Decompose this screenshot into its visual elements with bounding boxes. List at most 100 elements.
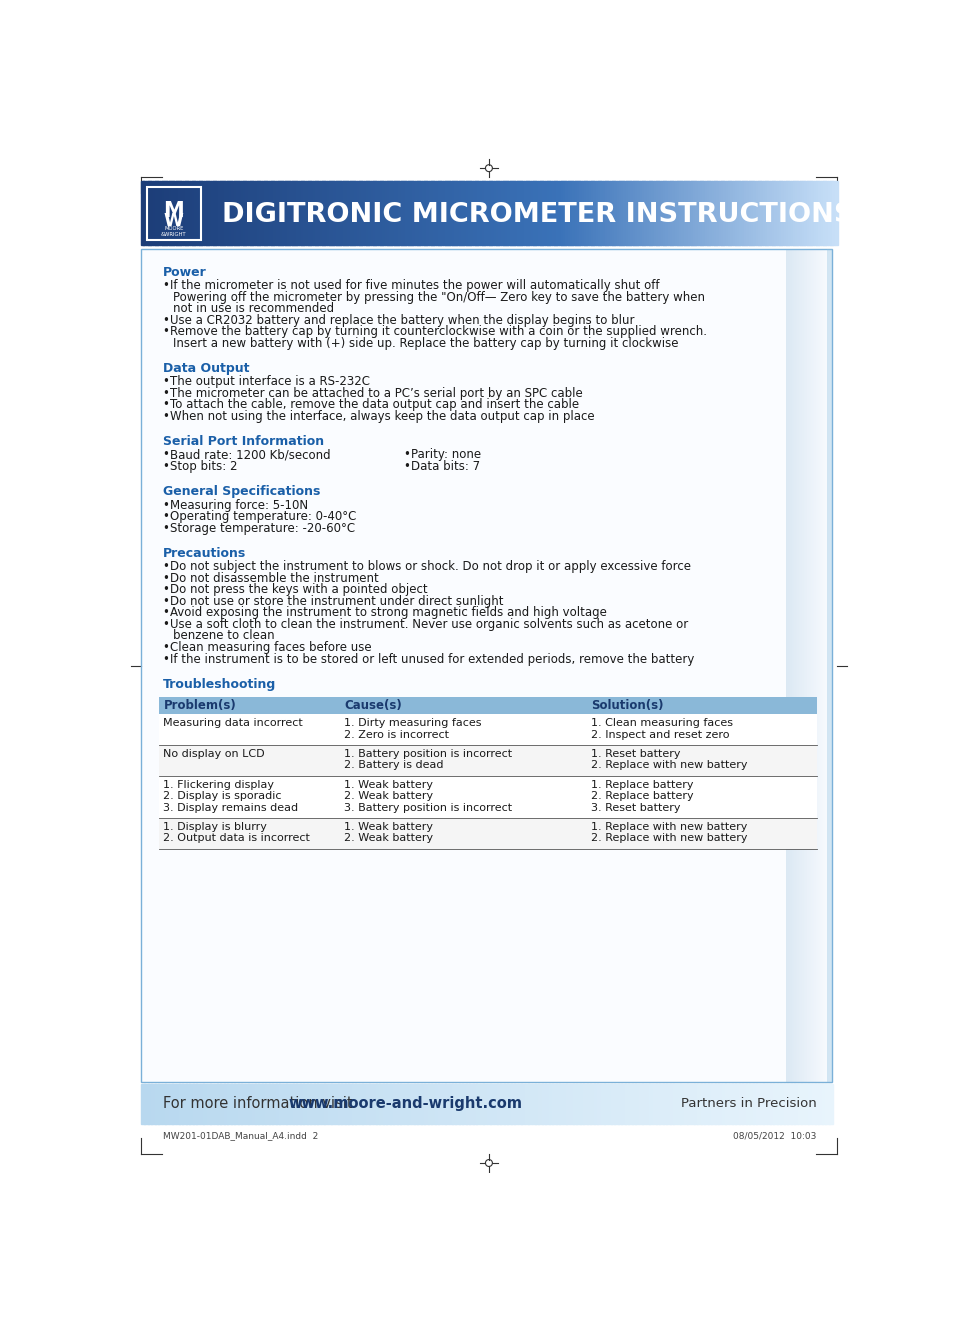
Bar bbox=[282, 1083, 287, 1124]
Bar bbox=[577, 182, 579, 245]
Bar bbox=[275, 182, 278, 245]
Text: Do not press the keys with a pointed object: Do not press the keys with a pointed obj… bbox=[171, 583, 428, 596]
Bar bbox=[339, 818, 586, 849]
Bar bbox=[358, 1083, 362, 1124]
Bar bbox=[530, 182, 534, 245]
Bar bbox=[743, 182, 746, 245]
Bar bbox=[447, 182, 450, 245]
Bar bbox=[599, 182, 602, 245]
Bar bbox=[216, 1083, 221, 1124]
Bar bbox=[541, 1083, 545, 1124]
Text: Measuring data incorrect: Measuring data incorrect bbox=[163, 718, 303, 728]
Bar bbox=[258, 1083, 262, 1124]
Bar bbox=[586, 182, 589, 245]
Bar bbox=[625, 182, 628, 245]
Bar bbox=[182, 1083, 187, 1124]
Bar bbox=[237, 1083, 242, 1124]
Bar bbox=[355, 1083, 359, 1124]
Bar bbox=[241, 1083, 245, 1124]
Text: Cause(s): Cause(s) bbox=[344, 699, 402, 712]
Bar bbox=[187, 182, 191, 245]
Bar bbox=[335, 1083, 338, 1124]
Bar bbox=[436, 182, 438, 245]
Bar bbox=[199, 182, 202, 245]
Bar bbox=[462, 1083, 466, 1124]
Bar bbox=[317, 1083, 321, 1124]
Bar bbox=[734, 182, 738, 245]
Bar bbox=[175, 182, 178, 245]
Bar bbox=[213, 1083, 217, 1124]
Bar bbox=[807, 1083, 811, 1124]
Bar bbox=[479, 182, 482, 245]
Bar bbox=[365, 1083, 370, 1124]
Bar bbox=[275, 1083, 279, 1124]
Bar bbox=[259, 182, 262, 245]
Bar bbox=[472, 182, 476, 245]
Bar bbox=[213, 182, 215, 245]
Bar bbox=[822, 182, 825, 245]
Bar bbox=[533, 182, 536, 245]
Bar bbox=[720, 182, 723, 245]
Text: 2. Replace with new battery: 2. Replace with new battery bbox=[591, 833, 747, 844]
Bar bbox=[217, 182, 220, 245]
Bar bbox=[301, 182, 304, 245]
Bar bbox=[803, 182, 806, 245]
Text: •: • bbox=[162, 279, 170, 293]
Bar bbox=[790, 182, 793, 245]
Text: 1. Weak battery: 1. Weak battery bbox=[344, 779, 433, 789]
Bar bbox=[481, 182, 484, 245]
Bar bbox=[548, 1083, 553, 1124]
Bar bbox=[741, 182, 744, 245]
Bar bbox=[287, 182, 290, 245]
Bar bbox=[337, 182, 341, 245]
Text: To attach the cable, remove the data output cap and insert the cable: To attach the cable, remove the data out… bbox=[171, 398, 578, 411]
Bar bbox=[141, 249, 831, 1082]
Bar bbox=[476, 1083, 480, 1124]
Bar bbox=[653, 182, 656, 245]
Bar bbox=[340, 182, 343, 245]
Bar bbox=[518, 182, 521, 245]
Bar bbox=[211, 182, 213, 245]
Bar bbox=[192, 182, 194, 245]
Text: 2. Zero is incorrect: 2. Zero is incorrect bbox=[344, 729, 449, 739]
Bar bbox=[616, 182, 618, 245]
Bar bbox=[537, 182, 540, 245]
Text: 3. Battery position is incorrect: 3. Battery position is incorrect bbox=[344, 803, 512, 813]
Bar bbox=[379, 182, 382, 245]
Bar bbox=[193, 1083, 197, 1124]
Bar bbox=[479, 1083, 483, 1124]
Bar bbox=[552, 1083, 556, 1124]
Bar bbox=[574, 182, 578, 245]
Bar bbox=[623, 182, 626, 245]
Bar bbox=[445, 1083, 449, 1124]
Bar bbox=[144, 1083, 149, 1124]
Bar bbox=[427, 1083, 432, 1124]
Bar bbox=[761, 182, 765, 245]
Bar bbox=[339, 776, 586, 818]
Bar bbox=[588, 182, 591, 245]
Bar bbox=[441, 1083, 445, 1124]
Bar bbox=[545, 1083, 549, 1124]
Bar bbox=[801, 182, 804, 245]
Bar bbox=[375, 1083, 380, 1124]
Bar bbox=[324, 182, 327, 245]
Bar bbox=[565, 1083, 570, 1124]
Bar bbox=[423, 182, 427, 245]
Bar bbox=[320, 1083, 325, 1124]
Bar bbox=[141, 1083, 145, 1124]
Text: •: • bbox=[162, 498, 170, 511]
Bar bbox=[329, 182, 332, 245]
Bar bbox=[460, 182, 464, 245]
Bar bbox=[528, 182, 531, 245]
Text: Powering off the micrometer by pressing the "On/Off— Zero key to save the batter: Powering off the micrometer by pressing … bbox=[173, 290, 705, 303]
Text: •: • bbox=[162, 560, 170, 573]
Text: Use a soft cloth to clean the instrument. Never use organic solvents such as ace: Use a soft cloth to clean the instrument… bbox=[171, 618, 688, 631]
Bar bbox=[535, 1083, 538, 1124]
Bar bbox=[537, 1083, 542, 1124]
Bar bbox=[215, 182, 218, 245]
Bar bbox=[350, 182, 353, 245]
Text: 2. Inspect and reset zero: 2. Inspect and reset zero bbox=[591, 729, 729, 739]
Bar bbox=[454, 182, 456, 245]
Bar bbox=[739, 1083, 742, 1124]
Bar bbox=[586, 697, 816, 714]
